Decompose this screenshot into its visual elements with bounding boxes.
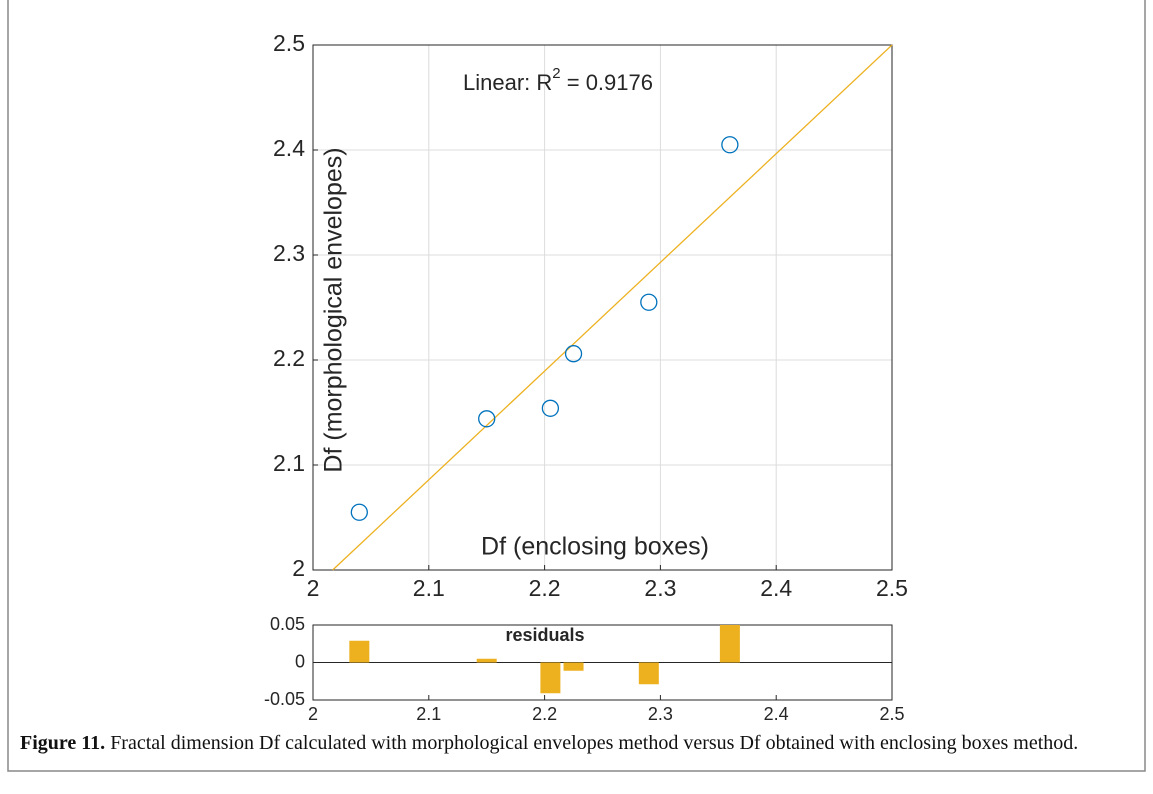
y-tick-label: 2.5 [273,30,305,56]
data-point [541,399,560,417]
x-tick-label: 2 [307,575,320,601]
bar [719,625,740,663]
data-point [350,503,368,521]
bar [540,662,561,694]
data-point [564,345,583,363]
annotation: residuals [505,625,584,645]
data-point [721,136,739,154]
x-tick-label: 2.1 [413,575,445,601]
caption: Figure 11. Fractal dimension Df calculat… [20,732,1078,755]
x-tick-label: 2.3 [648,704,673,724]
fit-line [332,44,893,571]
annotation: Linear: R2 = 0.9176 [463,65,653,95]
x-tick-label: 2.5 [876,575,908,601]
figure-frame [7,0,1146,772]
x-tick-label: 2.4 [764,704,789,724]
y-tick-label: 2.1 [273,450,305,476]
bar [349,640,370,663]
annotation-text: Linear: R [463,70,552,95]
x-tick-label: 2.1 [416,704,441,724]
y-tick-label: -0.05 [264,689,305,709]
x-tick-label: 2.2 [532,704,557,724]
bar [638,662,659,685]
y-tick-label: 0.05 [270,614,305,634]
y-tick-label: 2.4 [273,135,305,161]
caption-text: Fractal dimension Df calculated with mor… [105,732,1079,754]
annotation-sup: 2 [552,65,560,82]
x-tick-label: 2.3 [644,575,676,601]
bar [476,658,497,663]
x-tick-label: 2.5 [879,704,904,724]
bar [563,662,584,671]
data-point [478,410,496,428]
x-axis-label: Df (enclosing boxes) [481,533,709,561]
y-axis-label: Df (morphological envelopes) [320,147,348,472]
x-tick-label: 2.2 [529,575,561,601]
data-point [640,293,658,311]
y-tick-label: 2 [292,555,305,581]
caption-label: Figure 11. [20,732,106,754]
y-tick-label: 2.3 [273,240,305,266]
y-tick-label: 0 [295,651,305,671]
axes-box [312,44,893,571]
annotation-rest: = 0.9176 [561,70,653,95]
y-tick-label: 2.2 [273,345,305,371]
x-tick-label: 2 [308,704,318,724]
x-tick-label: 2.4 [760,575,792,601]
